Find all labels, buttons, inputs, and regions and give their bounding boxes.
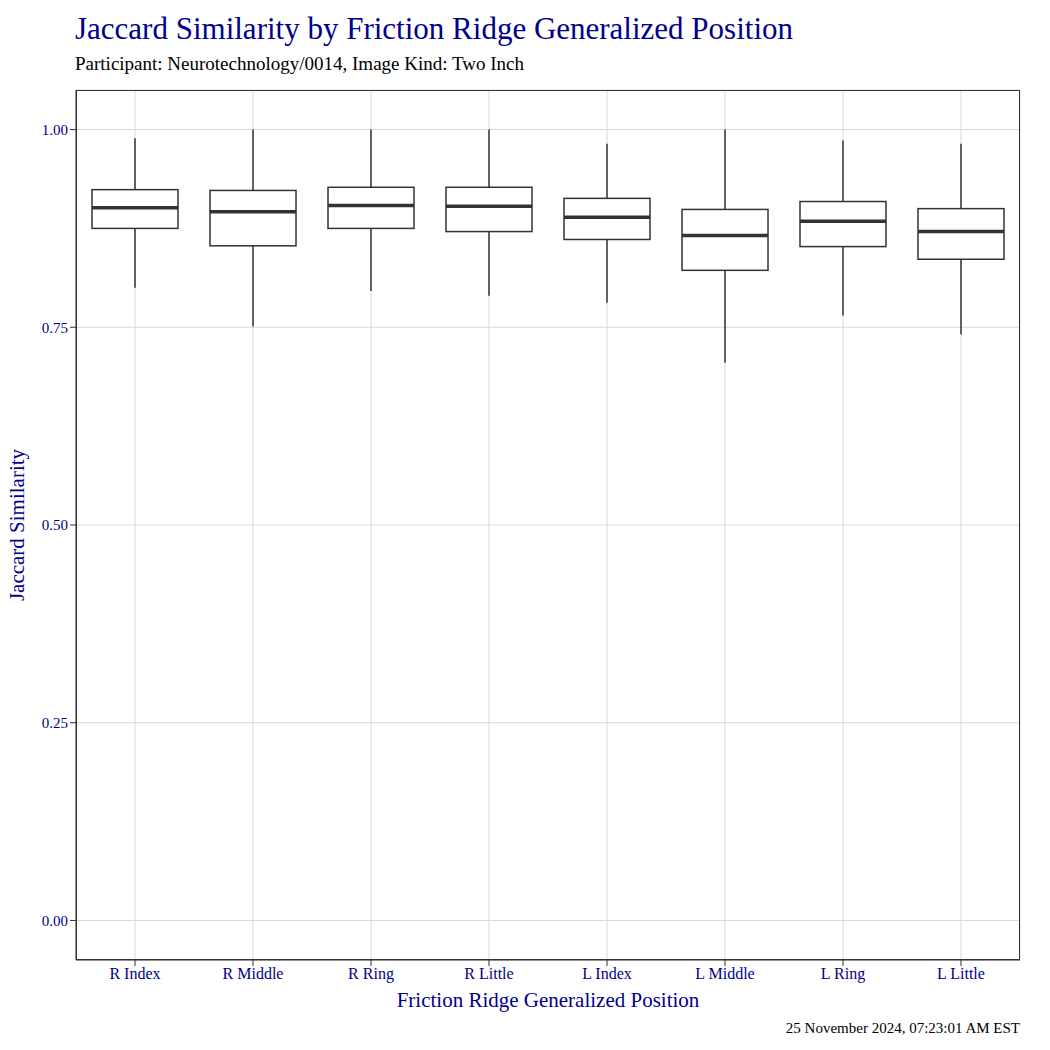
svg-text:R Index: R Index — [109, 965, 160, 982]
html-text:Jaccard Similarity by Friction: Jaccard Similarity by Friction Ridge Gen… — [75, 11, 793, 46]
html-text:25 November 2024, 07:23:01 AM: 25 November 2024, 07:23:01 AM EST — [785, 1020, 1020, 1036]
html-text:Jaccard Similarity: Jaccard Similarity — [4, 448, 29, 602]
html-text:Participant: Neurotechnology/0: Participant: Neurotechnology/0014, Image… — [75, 53, 524, 74]
svg-text:R Ring: R Ring — [348, 965, 394, 983]
svg-text:L Ring: L Ring — [821, 965, 865, 983]
svg-text:1.00: 1.00 — [42, 122, 68, 138]
svg-text:0.25: 0.25 — [42, 715, 68, 731]
svg-text:L Middle: L Middle — [695, 965, 754, 982]
html-text:Friction Ridge Generalized Pos: Friction Ridge Generalized Position — [396, 988, 700, 1012]
svg-text:R Little: R Little — [464, 965, 513, 982]
svg-text:L Index: L Index — [582, 965, 632, 982]
svg-text:L Little: L Little — [937, 965, 985, 982]
svg-text:0.00: 0.00 — [42, 913, 68, 929]
svg-text:0.50: 0.50 — [42, 517, 68, 533]
svg-text:R Middle: R Middle — [223, 965, 284, 982]
svg-text:0.75: 0.75 — [42, 320, 68, 336]
